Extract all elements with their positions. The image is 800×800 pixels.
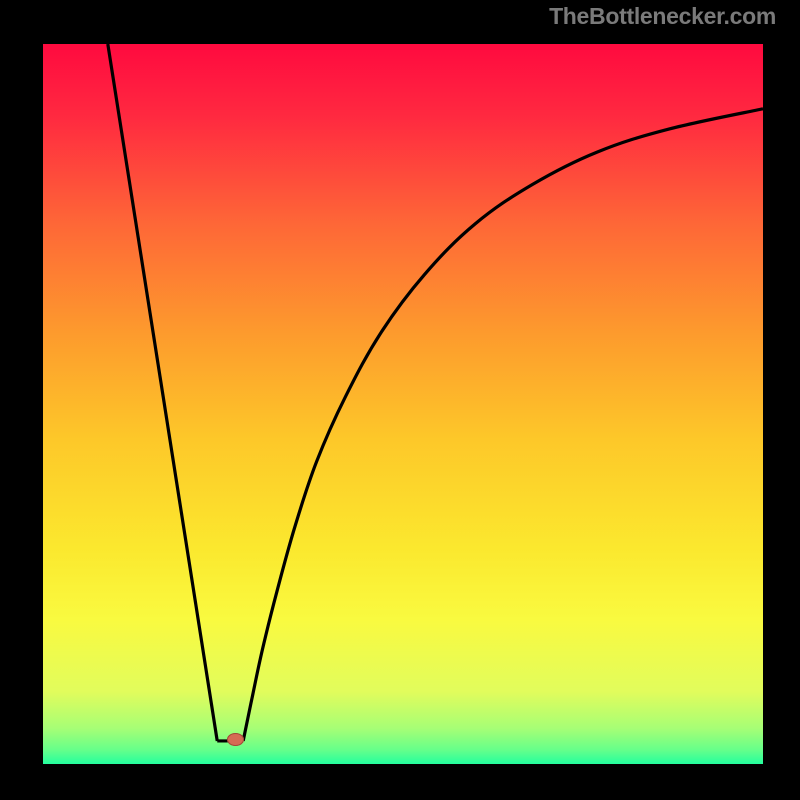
plot-area xyxy=(24,25,782,783)
curve-right-segment xyxy=(243,109,763,741)
curve-left-segment xyxy=(108,44,217,741)
bottleneck-curve xyxy=(43,44,763,764)
outer-frame: TheBottlenecker.com xyxy=(0,0,800,800)
